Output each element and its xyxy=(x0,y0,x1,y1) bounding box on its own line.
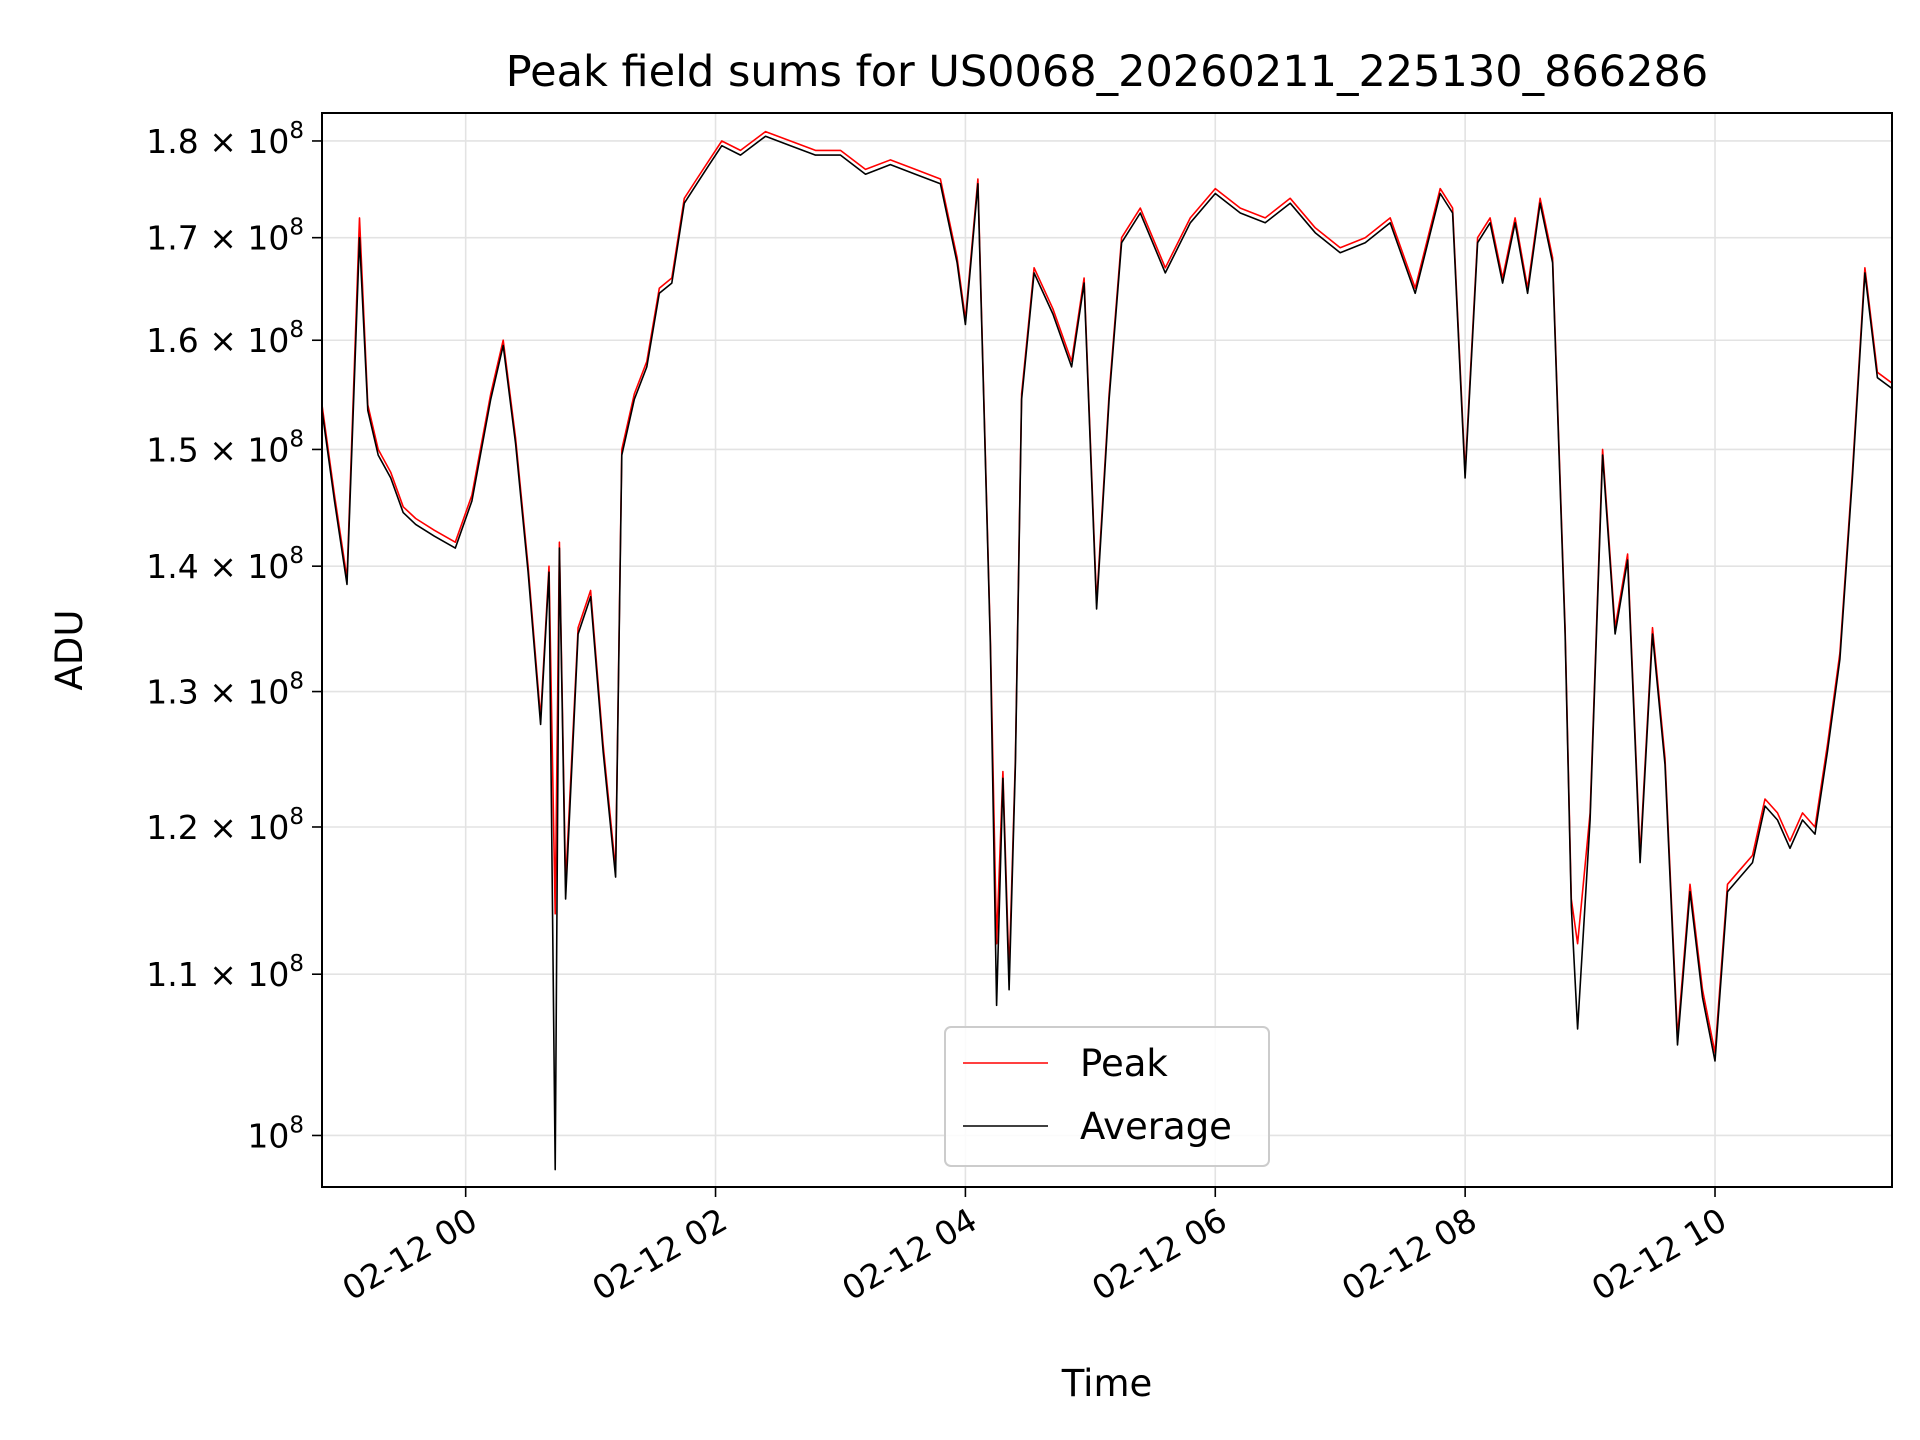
x-tick-label: 02-12 06 xyxy=(1085,1200,1233,1308)
legend-label-average: Average xyxy=(1080,1105,1232,1148)
y-tick-base: 1.7 × 10 xyxy=(146,219,289,258)
y-tick-base: 1.1 × 10 xyxy=(146,955,289,994)
y-tick-base: 10 xyxy=(247,1116,289,1155)
y-tick-label: 1.5 × 108 xyxy=(146,426,304,469)
y-tick-label: 1.2 × 108 xyxy=(146,804,304,847)
legend: Peak Average xyxy=(944,1026,1270,1167)
x-axis-label: Time xyxy=(1061,1362,1153,1405)
y-tick-exponent: 8 xyxy=(289,215,304,241)
x-tick-label: 02-12 04 xyxy=(835,1200,983,1308)
series-layer xyxy=(321,130,1893,1171)
y-tick-exponent: 8 xyxy=(289,951,304,977)
x-tick-label: 02-12 02 xyxy=(586,1200,734,1308)
plot-frame xyxy=(321,112,1893,1188)
y-tick-base: 1.3 × 10 xyxy=(146,673,289,712)
legend-frame xyxy=(944,1026,1270,1167)
series-line-average xyxy=(321,135,1893,1171)
y-tick-base: 1.8 × 10 xyxy=(146,122,289,161)
y-tick-exponent: 8 xyxy=(289,543,304,569)
y-tick-label: 1.4 × 108 xyxy=(146,543,304,586)
y-tick-base: 1.4 × 10 xyxy=(146,547,289,586)
y-tick-base: 1.2 × 10 xyxy=(146,808,289,847)
y-tick-exponent: 8 xyxy=(289,1112,304,1138)
x-tick-label: 02-12 08 xyxy=(1335,1200,1483,1308)
y-tick-label: 108 xyxy=(247,1112,304,1155)
y-tick-exponent: 8 xyxy=(289,426,304,452)
x-tick-label: 02-12 10 xyxy=(1585,1200,1733,1308)
y-tick-exponent: 8 xyxy=(289,669,304,695)
y-tick-label: 1.3 × 108 xyxy=(146,669,304,712)
y-tick-label: 1.1 × 108 xyxy=(146,951,304,994)
y-tick-exponent: 8 xyxy=(289,804,304,830)
y-tick-exponent: 8 xyxy=(289,118,304,144)
y-tick-label: 1.8 × 108 xyxy=(146,118,304,161)
y-tick-label: 1.6 × 108 xyxy=(146,317,304,360)
y-axis-label: ADU xyxy=(48,610,91,691)
x-tick-label: 02-12 00 xyxy=(336,1200,484,1308)
y-tick-base: 1.5 × 10 xyxy=(146,430,289,469)
chart-title: Peak field sums for US0068_20260211_2251… xyxy=(506,47,1709,97)
y-tick-base: 1.6 × 10 xyxy=(146,321,289,360)
y-tick-label: 1.7 × 108 xyxy=(146,215,304,258)
legend-label-peak: Peak xyxy=(1080,1042,1168,1085)
grid-layer xyxy=(322,113,1892,1187)
y-tick-exponent: 8 xyxy=(289,317,304,343)
